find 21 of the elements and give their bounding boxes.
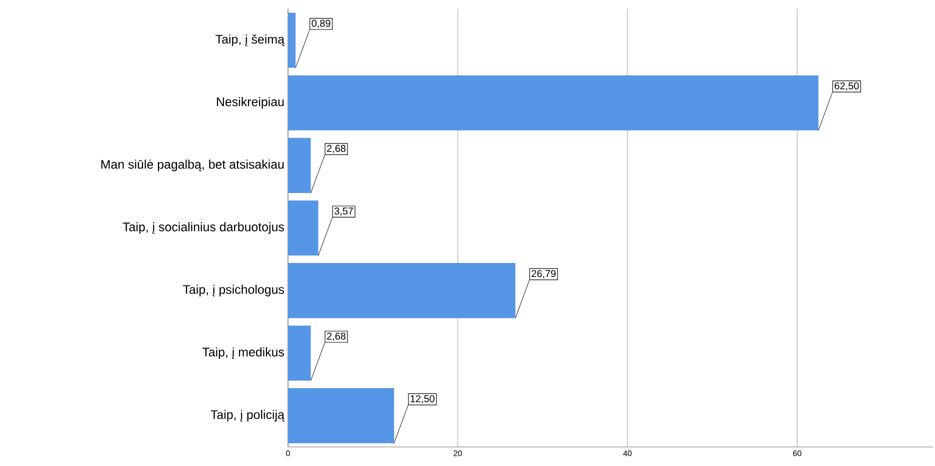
data-label: 12,50 — [410, 395, 434, 404]
y-tick-label: Taip, į socialinius darbuotojus — [122, 222, 284, 234]
data-label: 26,79 — [532, 270, 556, 278]
y-tick-label: Man siūlė pagalbą, bet atsisakiau — [101, 160, 284, 172]
bar — [288, 326, 311, 381]
data-label: 62,50 — [834, 82, 859, 91]
y-tick-label: Taip, į medikus — [202, 347, 284, 359]
data-label: 2,68 — [327, 332, 346, 341]
bar — [288, 263, 516, 318]
data-label: 2,68 — [327, 144, 346, 154]
bar — [288, 138, 311, 193]
bar — [288, 200, 318, 256]
bar — [288, 12, 296, 68]
y-tick-label: Taip, į šeimą — [216, 34, 284, 46]
y-tick-label: Taip, į psichologus — [183, 284, 284, 296]
data-label: 3,57 — [334, 207, 353, 216]
bar — [288, 388, 394, 444]
data-label: 0,89 — [312, 20, 330, 28]
y-tick-label: Nesikreipiau — [216, 97, 284, 109]
y-tick-label: Taip, į policiją — [210, 410, 284, 422]
bar — [288, 75, 818, 130]
